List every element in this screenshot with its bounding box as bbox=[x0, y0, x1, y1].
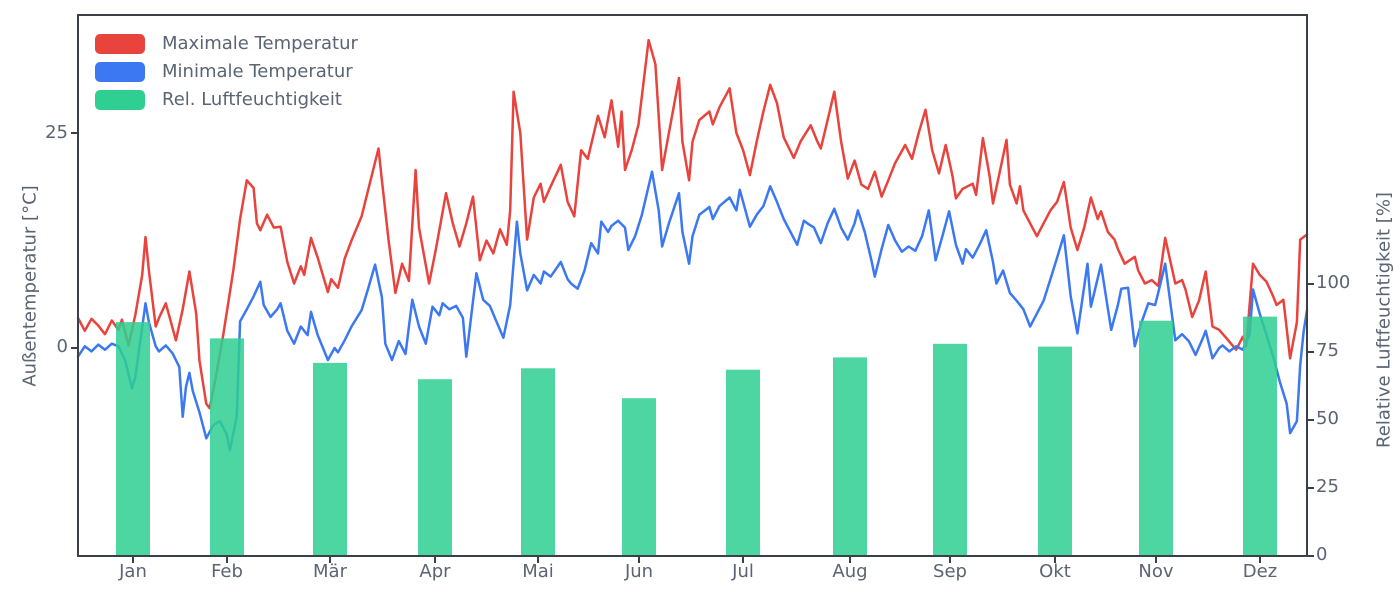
right-ytick-25: 25 bbox=[1316, 476, 1339, 497]
xtick-label-okt: Okt bbox=[1039, 561, 1071, 582]
humidity-bar-Mai bbox=[521, 368, 555, 556]
xtick-label-mar: Mär bbox=[313, 561, 347, 582]
right-ytick-0: 0 bbox=[1316, 544, 1328, 565]
legend-entry-min-temp: Minimale Temperatur bbox=[95, 62, 358, 82]
humidity-swatch-icon bbox=[95, 90, 145, 110]
xtick-label-sep: Sep bbox=[933, 561, 967, 582]
xtick-label-jul: Jul bbox=[732, 561, 754, 582]
axes-spines bbox=[77, 14, 1308, 557]
xtick-label-apr: Apr bbox=[419, 561, 451, 582]
humidity-bar-Jun bbox=[622, 398, 656, 556]
legend-label-humidity: Rel. Luftfeuchtigkeit bbox=[162, 89, 342, 110]
xtick-label-nov: Nov bbox=[1138, 561, 1174, 582]
humidity-bar-Apr bbox=[418, 379, 452, 556]
legend-entry-max-temp: Maximale Temperatur bbox=[95, 34, 358, 54]
humidity-bar-Jul bbox=[726, 369, 760, 556]
min-temp-swatch-icon bbox=[95, 62, 145, 82]
left-ytick-25: 25 bbox=[45, 122, 68, 143]
legend-label-min-temp: Minimale Temperatur bbox=[162, 61, 353, 82]
humidity-bar-Dez bbox=[1243, 316, 1277, 556]
legend: Maximale Temperatur Minimale Temperatur … bbox=[95, 34, 358, 110]
min-temp-line bbox=[76, 170, 1309, 452]
xtick-label-jan: Jan bbox=[119, 561, 147, 582]
legend-entry-humidity: Rel. Luftfeuchtigkeit bbox=[95, 90, 358, 110]
xtick-label-aug: Aug bbox=[832, 561, 868, 582]
max-temp-line bbox=[76, 38, 1309, 410]
humidity-bar-Aug bbox=[833, 357, 867, 556]
humidity-bar-Feb bbox=[210, 338, 244, 556]
legend-label-max-temp: Maximale Temperatur bbox=[162, 33, 358, 54]
xtick-label-mai: Mai bbox=[522, 561, 554, 582]
humidity-bar-Nov bbox=[1139, 320, 1173, 556]
left-ytick-0: 0 bbox=[56, 336, 68, 357]
xtick-label-feb: Feb bbox=[211, 561, 243, 582]
right-ytick-75: 75 bbox=[1316, 340, 1339, 361]
xtick-label-dez: Dez bbox=[1242, 561, 1278, 582]
right-ytick-100: 100 bbox=[1316, 272, 1351, 293]
humidity-bar-Mär bbox=[313, 362, 347, 556]
xtick-label-jun: Jun bbox=[624, 561, 654, 582]
right-axis-title: Relative Luftfeuchtigkeit [%] bbox=[1373, 192, 1395, 448]
max-temp-swatch-icon bbox=[95, 34, 145, 54]
humidity-bar-Jan bbox=[116, 322, 150, 556]
left-axis-title: Außentemperatur [°C] bbox=[19, 185, 41, 387]
humidity-bar-Sep bbox=[933, 343, 967, 556]
right-ytick-50: 50 bbox=[1316, 408, 1339, 429]
humidity-bar-Okt bbox=[1038, 346, 1072, 556]
